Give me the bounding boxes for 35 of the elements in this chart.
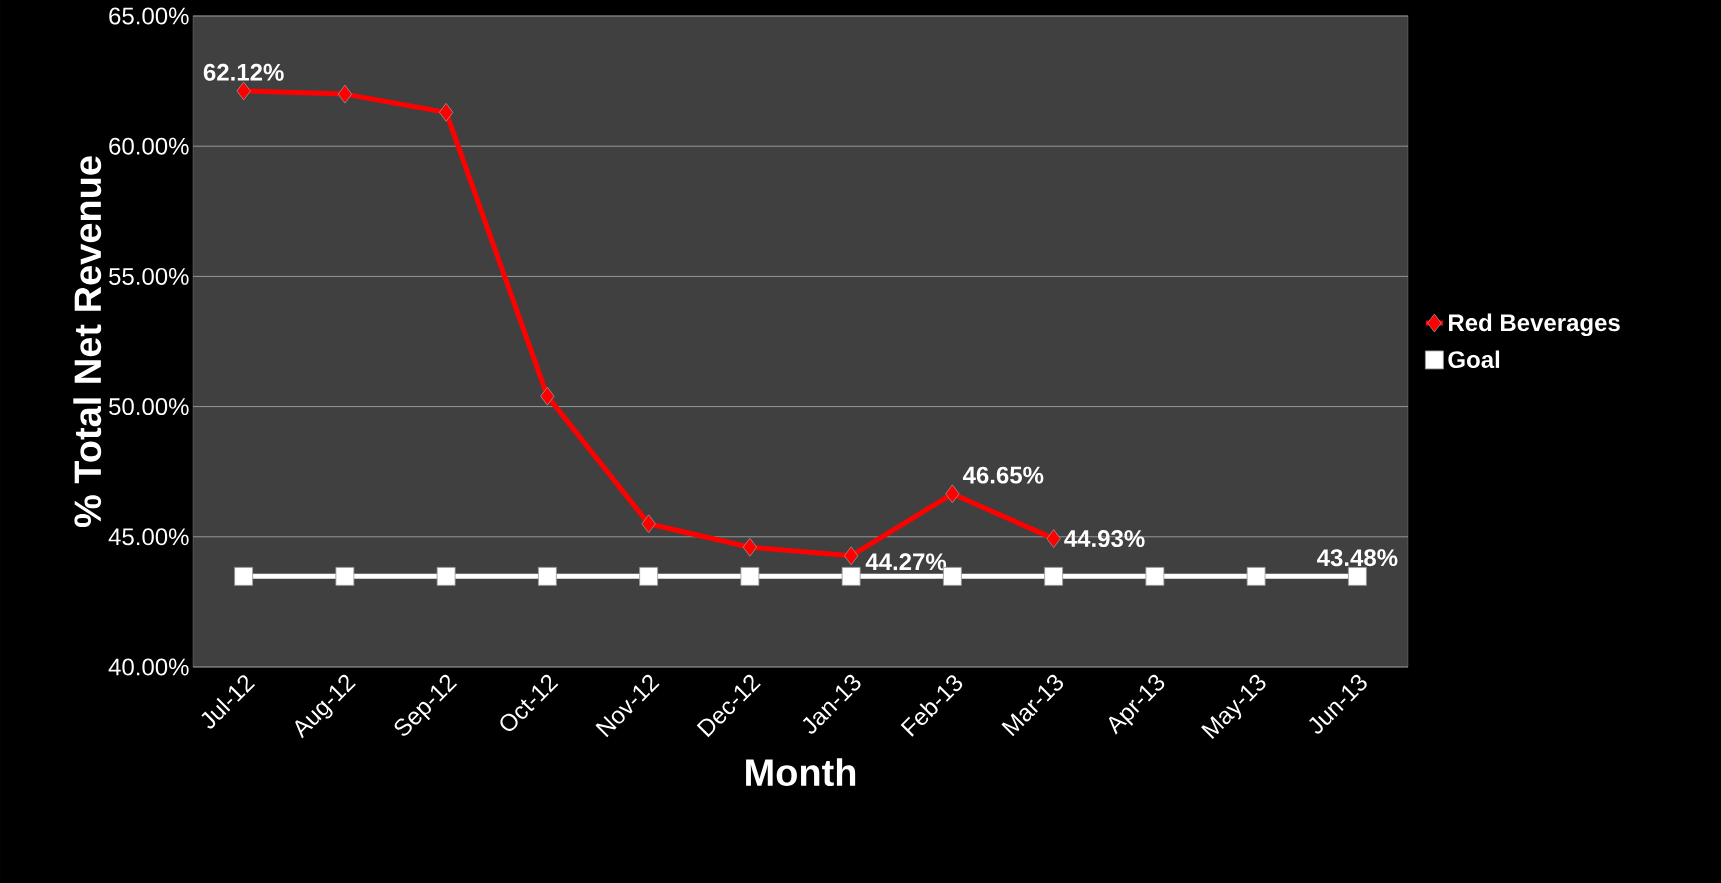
point (337, 84, 353, 104)
point (335, 566, 355, 586)
point (841, 566, 861, 586)
legend-label: Goal (1448, 350, 1500, 369)
y-tick-label: 40.00% (108, 658, 189, 676)
y-tick-label: 65.00% (109, 7, 189, 25)
legend-label: Red Beverages (1449, 313, 1620, 337)
point (236, 81, 251, 101)
point (234, 566, 254, 586)
point (436, 566, 456, 586)
point (1347, 566, 1367, 586)
point (641, 514, 656, 534)
data-label: 62.12% (203, 63, 284, 81)
point (1046, 529, 1061, 549)
data-label: 43.48% (1317, 549, 1398, 567)
point (740, 566, 760, 586)
y-axis-title: % Total Net Revenue (73, 156, 102, 528)
point (540, 386, 555, 406)
point (742, 537, 758, 557)
point (537, 566, 557, 586)
point (1246, 566, 1266, 586)
data-label: 44.27% (865, 553, 947, 571)
y-tick-label: 45.00% (108, 528, 189, 546)
point (639, 566, 659, 586)
point (1044, 566, 1064, 586)
data-label: 44.93% (1064, 530, 1145, 548)
y-tick-label: 50.00% (109, 398, 189, 416)
point (1145, 566, 1165, 586)
point (438, 102, 454, 122)
point (843, 546, 859, 566)
x-axis-title: Month (746, 758, 856, 787)
point (945, 484, 960, 504)
y-tick-label: 55.00% (109, 267, 189, 285)
data-label: 46.65% (962, 466, 1044, 484)
y-tick-label: 60.00% (109, 137, 189, 155)
